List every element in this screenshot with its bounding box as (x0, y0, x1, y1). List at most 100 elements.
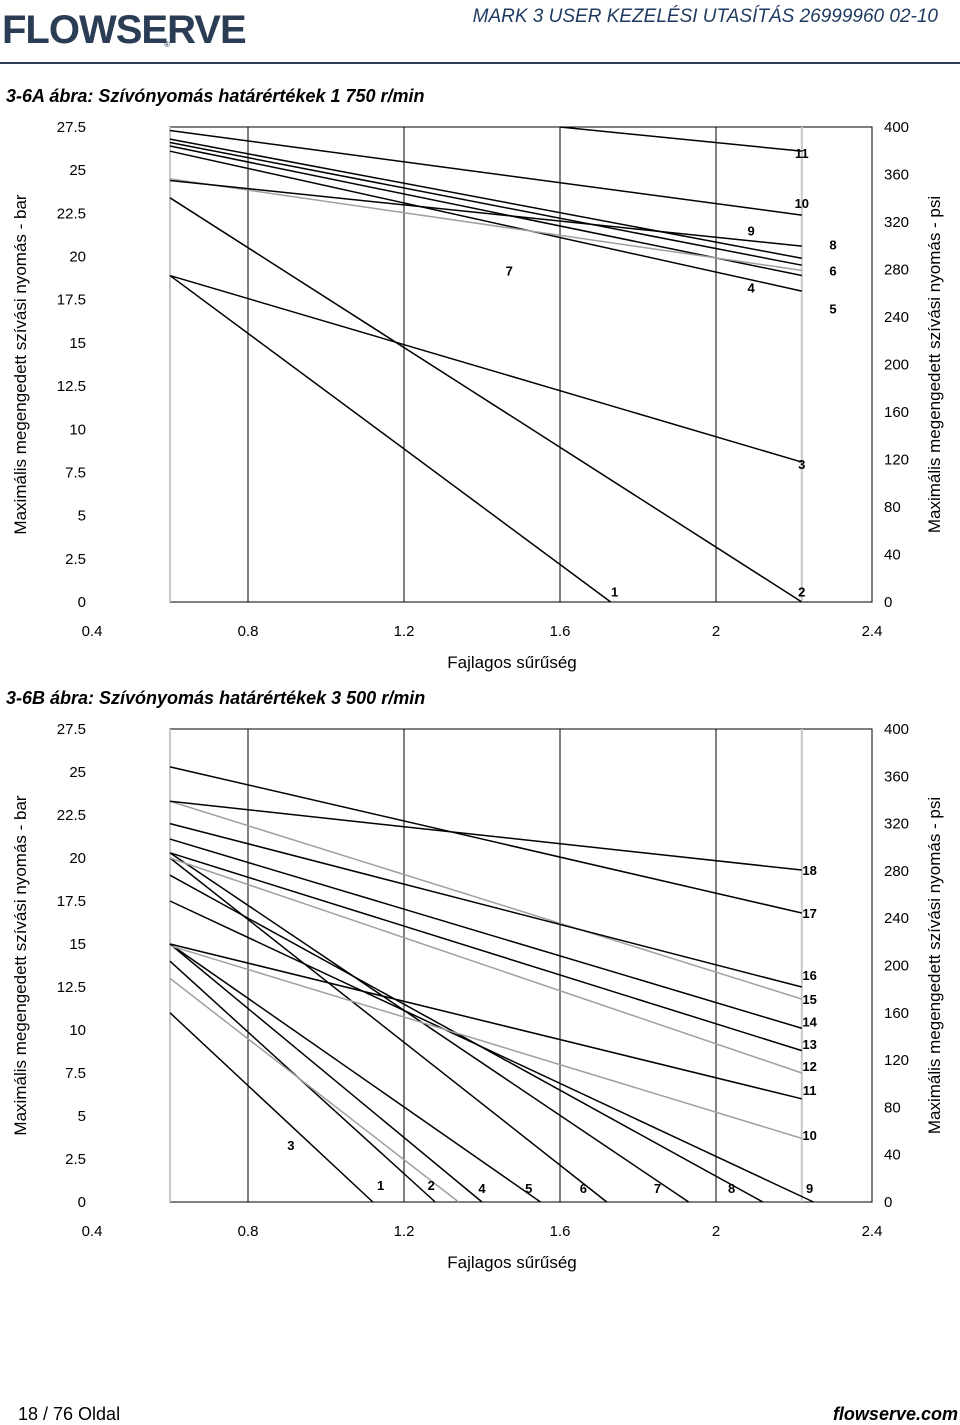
y2-tick-label: 360 (884, 768, 909, 785)
registered-mark: ® (164, 40, 170, 49)
curve-label: 10 (802, 1128, 816, 1143)
curve-label: 8 (829, 237, 836, 252)
y-tick-label: 0 (78, 594, 86, 611)
curve-label: 2 (428, 1178, 435, 1193)
y-tick-label: 15 (69, 335, 86, 352)
plot-frame (169, 126, 873, 603)
series-line (169, 178, 802, 272)
page-number: 18 / 76 Oldal (18, 1404, 121, 1424)
y2-tick-label: 40 (884, 547, 901, 564)
series-line (169, 977, 460, 1203)
y2-tick-label: 40 (884, 1147, 901, 1164)
flowserve-logo: FLOWSERVE (2, 8, 247, 52)
y-tick-label: 17.5 (57, 893, 86, 910)
y2-tick-label: 0 (884, 594, 892, 611)
curve-label: 3 (287, 1138, 294, 1153)
curve-label: 16 (802, 968, 816, 983)
y-tick-label: 22.5 (57, 205, 86, 222)
curve-label: 10 (795, 196, 809, 211)
x-tick-label: 0.8 (238, 623, 259, 640)
x-tick-label: 2 (712, 1223, 720, 1240)
series-line (169, 852, 690, 1203)
y-tick-label: 7.5 (65, 1065, 86, 1082)
curve-label: 4 (478, 1181, 486, 1196)
curve-label: 9 (806, 1181, 813, 1196)
series-line (169, 179, 802, 247)
series-line (169, 838, 803, 1029)
x-tick-label: 1.2 (394, 623, 415, 640)
series-line (169, 145, 802, 277)
y2-tick-label: 160 (884, 404, 909, 421)
y2-tick-label: 400 (884, 721, 909, 738)
curve-label: 7 (506, 263, 513, 278)
x-tick-label: 1.6 (550, 623, 571, 640)
y2-tick-label: 80 (884, 1099, 901, 1116)
y-tick-label: 15 (69, 936, 86, 953)
series-line (169, 943, 802, 1100)
figure-a-title: 3-6A ábra: Szívónyomás határértékek 1 75… (6, 86, 425, 106)
curve-label: 15 (802, 992, 816, 1007)
y2-tick-label: 240 (884, 309, 909, 326)
curve-label: 4 (747, 281, 755, 296)
curve-label: 11 (795, 146, 809, 161)
series-line (169, 150, 802, 292)
curve-label: 8 (728, 1181, 735, 1196)
series-line (169, 800, 803, 1000)
series-line (169, 274, 803, 463)
series-line (169, 800, 802, 871)
y-tick-label: 25 (69, 764, 86, 781)
series-line (169, 943, 541, 1203)
series-line (169, 197, 803, 603)
curve-label: 6 (580, 1181, 587, 1196)
series-line (169, 945, 803, 1140)
x-axis-label: Fajlagos sűrűség (447, 653, 576, 672)
y-tick-label: 25 (69, 162, 86, 179)
y-tick-label: 10 (69, 421, 86, 438)
y-tick-label: 5 (78, 1108, 86, 1125)
series-line (169, 852, 803, 1052)
series-line (169, 822, 802, 988)
y2-tick-label: 280 (884, 863, 909, 880)
x-tick-label: 1.2 (394, 1223, 415, 1240)
series-line (169, 943, 483, 1203)
y2-tick-label: 360 (884, 167, 909, 184)
curve-label: 2 (798, 585, 805, 600)
curve-label: 5 (525, 1181, 532, 1196)
website-link[interactable]: flowserve.com (832, 1404, 958, 1424)
curve-label: 1 (377, 1178, 384, 1193)
x-tick-label: 0.4 (82, 623, 103, 640)
y2-tick-label: 200 (884, 357, 909, 374)
y-tick-label: 2.5 (65, 1151, 86, 1168)
y-axis-label: Maximális megengedett szívási nyomás - b… (11, 194, 30, 534)
series-line (169, 900, 814, 1203)
chart-b: 02.557.51012.51517.52022.52527.504080120… (11, 721, 944, 1272)
y2-axis-label: Maximális megengedett szívási nyomás - p… (925, 797, 944, 1134)
y2-tick-label: 120 (884, 452, 909, 469)
y-tick-label: 27.5 (57, 721, 86, 738)
y-tick-label: 10 (69, 1022, 86, 1039)
y2-tick-label: 160 (884, 1005, 909, 1022)
series-line (169, 766, 802, 914)
x-axis-label: Fajlagos sűrűség (447, 1253, 576, 1272)
curve-label: 17 (802, 906, 816, 921)
x-tick-label: 2 (712, 623, 720, 640)
y-tick-label: 5 (78, 508, 86, 525)
plot-frame (169, 728, 873, 1203)
x-tick-label: 0.4 (82, 1223, 103, 1240)
y-tick-label: 0 (78, 1194, 86, 1211)
curve-label: 12 (802, 1059, 816, 1074)
x-tick-label: 2.4 (862, 623, 883, 640)
header-divider (0, 62, 960, 64)
y2-tick-label: 320 (884, 816, 909, 833)
y2-tick-label: 240 (884, 910, 909, 927)
y-tick-label: 20 (69, 850, 86, 867)
y2-tick-label: 400 (884, 119, 909, 136)
curve-label: 11 (803, 1083, 817, 1098)
curve-label: 18 (802, 863, 816, 878)
curve-label: 9 (747, 224, 754, 239)
y-tick-label: 27.5 (57, 119, 86, 136)
y-tick-label: 17.5 (57, 292, 86, 309)
series-line (169, 138, 802, 260)
y2-tick-label: 120 (884, 1052, 909, 1069)
chart-a: 02.557.51012.51517.52022.52527.504080120… (11, 119, 944, 672)
